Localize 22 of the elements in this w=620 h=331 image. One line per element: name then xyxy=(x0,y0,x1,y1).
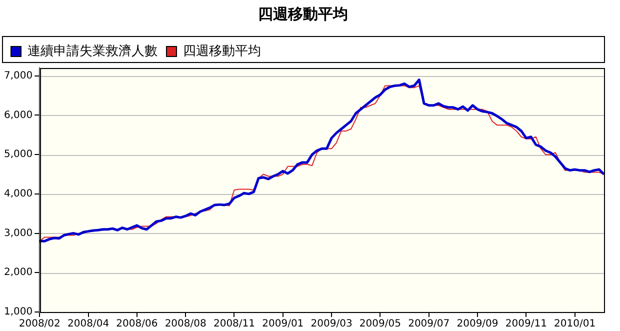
x-tick-label: 2008/06 xyxy=(116,318,158,330)
y-tick-label: 2,000 xyxy=(4,267,33,278)
x-tick-label: 2010/01 xyxy=(554,318,596,330)
x-tick-label: 2009/09 xyxy=(456,318,498,330)
x-tick-label: 2008/04 xyxy=(68,318,110,330)
y-tick-label: 4,000 xyxy=(4,188,33,200)
legend-label: 連續申請失業救濟人數 xyxy=(28,44,158,59)
x-tick-label: 2009/05 xyxy=(359,318,401,330)
y-tick-label: 1,000 xyxy=(4,306,33,318)
x-tick-label: 2009/01 xyxy=(262,318,304,330)
y-tick-label: 3,000 xyxy=(4,228,33,239)
x-tick-label: 2008/08 xyxy=(164,318,206,330)
x-tick-label: 2008/11 xyxy=(213,318,256,330)
x-tick-label: 2008/02 xyxy=(18,318,60,330)
y-tick-label: 7,000 xyxy=(4,70,33,82)
legend-label: 四週移動平均 xyxy=(183,44,261,59)
x-tick-label: 2009/03 xyxy=(310,318,352,330)
x-tick-label: 2009/07 xyxy=(408,318,450,330)
x-tick-label: 2009/11 xyxy=(505,318,547,330)
y-tick-label: 5,000 xyxy=(4,149,33,160)
y-tick-label: 6,000 xyxy=(4,110,33,121)
chart-title: 四週移動平均 xyxy=(258,4,348,23)
